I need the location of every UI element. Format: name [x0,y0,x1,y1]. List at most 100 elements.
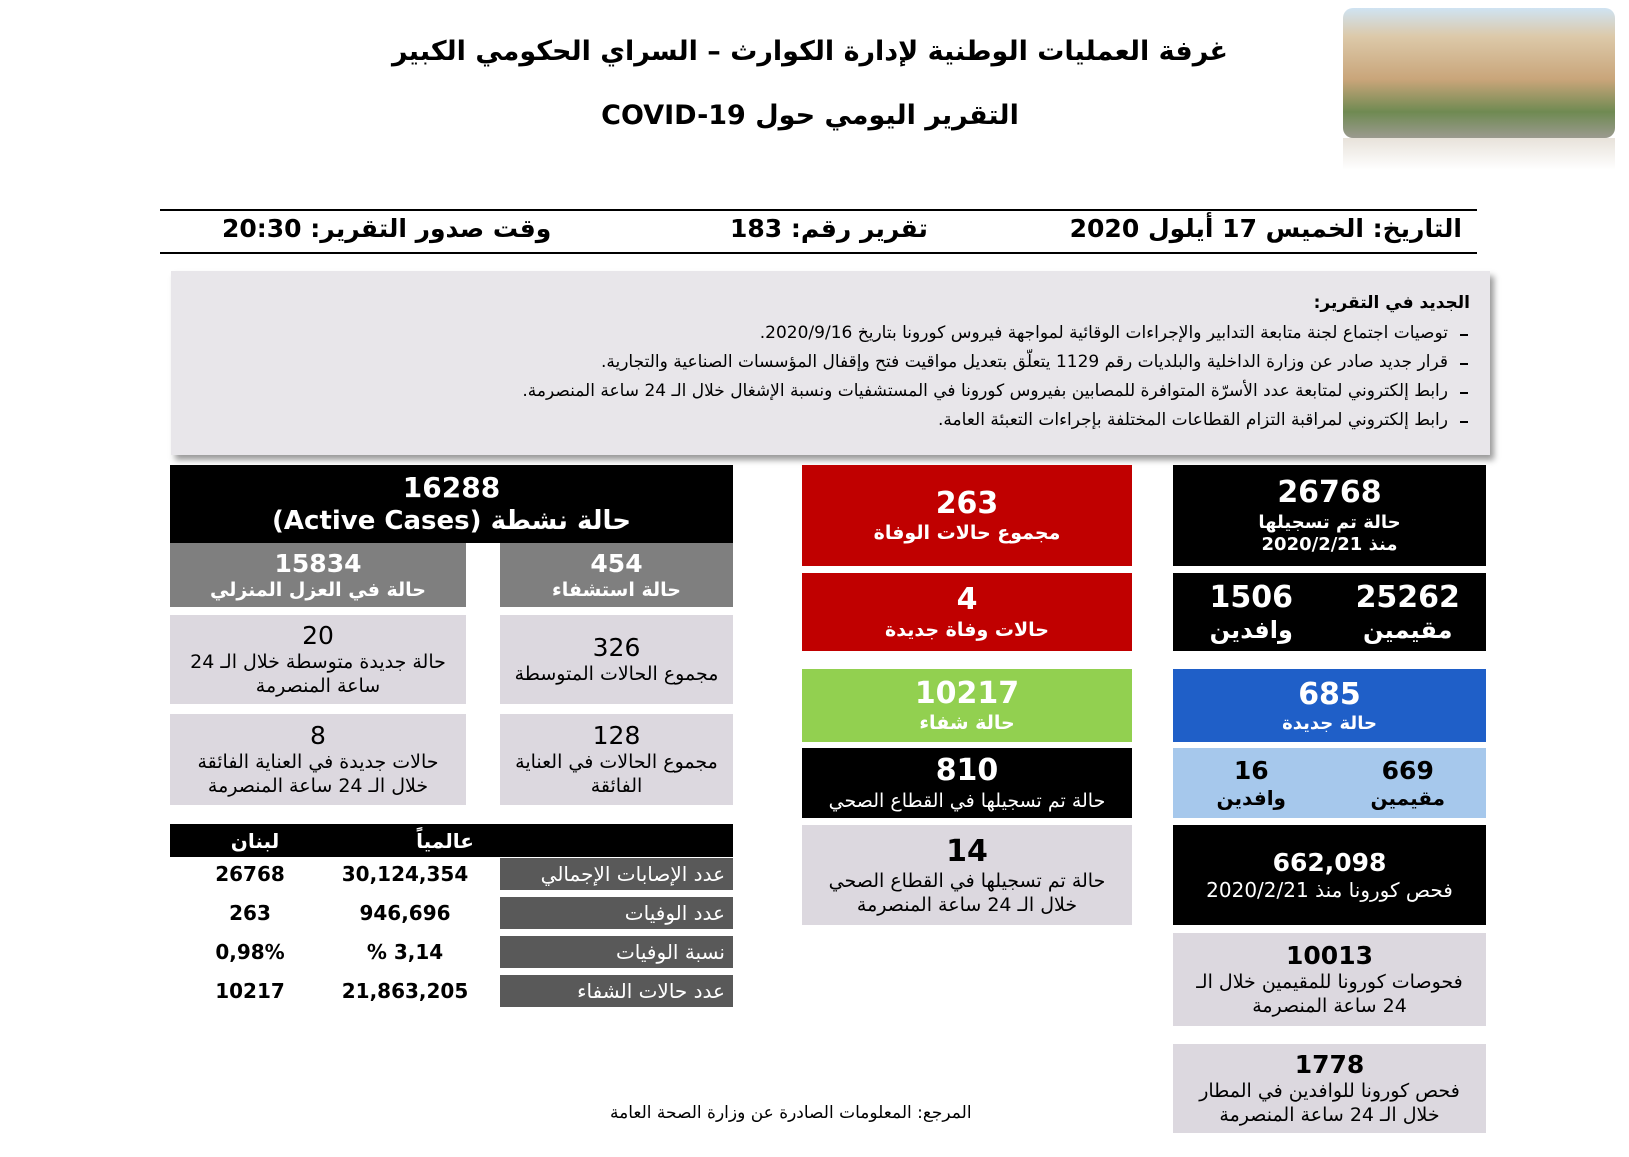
stat-box: 810 حالة تم تسجيلها في القطاع الصحي [802,748,1132,818]
split-box: 669 مقيمين 16 وافدين [1173,748,1486,818]
stat-value: 15834 [274,548,362,578]
stat-value: 326 [592,633,641,662]
stat-box: 10217 حالة شفاء [802,669,1132,742]
world-value: 30,124,354 [341,862,469,886]
stat-value: 454 [590,548,643,578]
column-header: لبنان [230,829,280,853]
world-value: 946,696 [359,901,451,925]
stat-note: منذ 2020/2/21 [1261,534,1398,556]
world-value: 21,863,205 [341,979,469,1003]
stat-value: 26768 [1277,475,1382,511]
lebanon-value: 10217 [215,979,285,1003]
stat-box: 15834 حالة في العزل المنزلي [170,543,466,607]
stat-value: 662,098 [1272,847,1387,877]
news-item: قرار جديد صادر عن وزارة الداخلية والبلدي… [522,348,1470,377]
news-text: رابط إلكتروني لمراقبة التزام القطاعات ال… [938,410,1448,430]
stat-box: 326 مجموع الحالات المتوسطة [500,615,733,704]
split-value: 1506 [1209,579,1294,615]
stat-value: 128 [592,721,641,751]
stat-box: 10013 فحوصات كورونا للمقيمين خلال الـ 24 … [1173,933,1486,1026]
stat-value: 8 [310,721,326,751]
news-box: الجديد في التقرير: توصيات اجتماع لجنة مت… [171,271,1490,455]
stat-value: 810 [935,753,999,789]
stat-label: فحوصات كورونا للمقيمين خلال الـ 24 ساعة … [1196,971,1463,1018]
stat-value: 20 [302,621,334,651]
stat-label: حالة جديدة [1282,713,1377,734]
stat-label: مجموع حالات الوفاة [873,522,1061,545]
news-item: رابط إلكتروني لمراقبة التزام القطاعات ال… [522,406,1470,435]
split-label: مقيمين [1363,615,1453,644]
stat-box: 16288 حالة نشطة (Active Cases) [170,465,733,543]
source-note: المرجع: المعلومات الصادرة عن وزارة الصحة… [610,1103,972,1123]
news-heading: الجديد في التقرير: [1313,293,1470,313]
split-label: وافدين [1216,786,1286,810]
report-date: التاريخ: الخميس 17 أيلول 2020 [1069,214,1462,243]
stat-value: 10013 [1286,941,1373,971]
bullet-dash [1460,363,1468,365]
title: غرفة العمليات الوطنية لإدارة الكوارث – ا… [392,36,1228,67]
lebanon-value: 26768 [215,862,285,886]
stat-label: مجموع الحالات في العناية الفائقة [515,751,718,798]
stat-label: فحص كورونا للوافدين في المطار خلال الـ 2… [1199,1080,1460,1127]
stat-value: 4 [956,582,978,618]
news-text: توصيات اجتماع لجنة متابعة التدابير والإج… [759,323,1448,343]
stat-box: 128 مجموع الحالات في العناية الفائقة [500,714,733,805]
info-rule-top [160,209,1477,211]
split-value: 25262 [1355,579,1460,615]
info-rule-bottom [160,252,1477,254]
news-item: رابط إلكتروني لمتابعة عدد الأسرّة المتوا… [522,377,1470,406]
split-value: 669 [1381,756,1434,785]
stat-value: 16288 [402,471,501,505]
row-label: عدد الوفيات [500,897,733,929]
split-half: 1506 وافدين [1173,573,1330,651]
stat-box: 26768 حالة تم تسجيلها منذ 2020/2/21 [1173,465,1486,566]
stat-box: 1778 فحص كورونا للوافدين في المطار خلال ا… [1173,1044,1486,1133]
row-label: نسبة الوفيات [500,936,733,968]
stat-label: حالات جديدة في العناية الفائقة خلال الـ … [197,751,439,798]
row-label: عدد الإصابات الإجمالي [500,858,733,890]
stat-label: حالة استشفاء [552,578,681,601]
comparison-header [170,824,733,857]
report-time: وقت صدور التقرير: 20:30 [222,214,552,243]
news-list: توصيات اجتماع لجنة متابعة التدابير والإج… [522,319,1470,435]
stat-label: حالات وفاة جديدة [885,618,1049,641]
row-label: عدد حالات الشفاء [500,975,733,1007]
split-half: 16 وافدين [1173,748,1330,818]
split-value: 16 [1233,756,1269,785]
stat-value: 10217 [914,675,1020,711]
stat-box: 662,098 فحص كورونا منذ 2020/2/21 [1173,825,1486,925]
news-text: قرار جديد صادر عن وزارة الداخلية والبلدي… [600,352,1448,372]
stat-label: حالة تم تسجيلها [1258,511,1401,533]
bullet-dash [1460,334,1468,336]
stat-box: 685 حالة جديدة [1173,669,1486,742]
stat-label: فحص كورونا منذ 2020/2/21 [1206,878,1453,903]
split-box: 25262 مقيمين 1506 وافدين [1173,573,1486,651]
stat-value: 263 [935,485,999,521]
building-photo [1343,8,1615,138]
news-item: توصيات اجتماع لجنة متابعة التدابير والإج… [522,319,1470,348]
lebanon-value: 263 [229,901,271,925]
stat-label: حالة تم تسجيلها في القطاع الصحي [828,789,1106,812]
stat-label: مجموع الحالات المتوسطة [514,663,719,686]
stat-box: 14 حالة تم تسجيلها في القطاع الصحي خلال ا… [802,825,1132,925]
stat-label: حالة نشطة (Active Cases) [272,506,631,537]
stat-label: حالة جديدة متوسطة خلال الـ 24 ساعة المنص… [190,651,446,698]
split-label: مقيمين [1370,786,1446,810]
split-half: 669 مقيمين [1330,748,1487,818]
stat-value: 685 [1298,676,1361,712]
stat-box: 4 حالات وفاة جديدة [802,573,1132,651]
news-text: رابط إلكتروني لمتابعة عدد الأسرّة المتوا… [522,381,1448,401]
bullet-dash [1460,392,1468,394]
stat-box: 454 حالة استشفاء [500,543,733,607]
stat-label: حالة شفاء [919,712,1015,735]
photo-reflection [1343,138,1615,170]
stat-value: 1778 [1294,1050,1365,1080]
report-number: تقرير رقم: 183 [730,214,928,243]
split-half: 25262 مقيمين [1330,573,1487,651]
stat-value: 14 [946,833,988,869]
lebanon-value: 0,98% [215,940,285,964]
world-value: 3,14 % [366,940,444,964]
stat-box: 263 مجموع حالات الوفاة [802,465,1132,566]
column-header: عالمياً [416,829,474,853]
